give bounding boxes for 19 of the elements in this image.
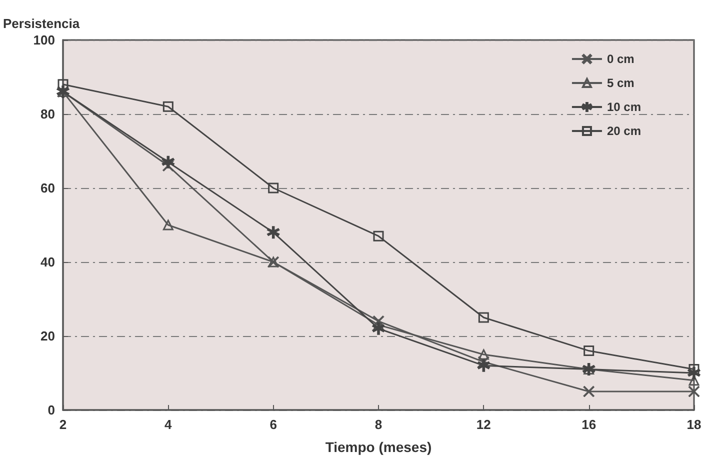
x-tick-label: 4 (164, 417, 173, 432)
x-tick-label: 2 (59, 417, 67, 432)
x-axis-title: Tiempo (meses) (325, 439, 432, 455)
y-axis-title: Persistencia (3, 16, 80, 31)
legend-label: 0 cm (606, 52, 634, 66)
x-tick-label: 16 (582, 417, 596, 432)
y-tick-label: 20 (40, 328, 55, 344)
y-tick-label: 100 (33, 32, 55, 48)
legend-label: 20 cm (606, 124, 642, 138)
y-tick-label: 40 (40, 254, 55, 270)
legend-label: 10 cm (606, 100, 642, 114)
x-tick-label: 18 (686, 417, 702, 432)
y-tick-label: 60 (40, 180, 55, 196)
x-tick-label: 12 (476, 417, 491, 432)
legend-label: 5 cm (606, 76, 634, 90)
x-tick-label: 6 (270, 417, 277, 432)
y-tick-label: 0 (48, 402, 55, 418)
x-tick-label: 8 (374, 417, 382, 432)
y-tick-label: 80 (40, 106, 55, 122)
